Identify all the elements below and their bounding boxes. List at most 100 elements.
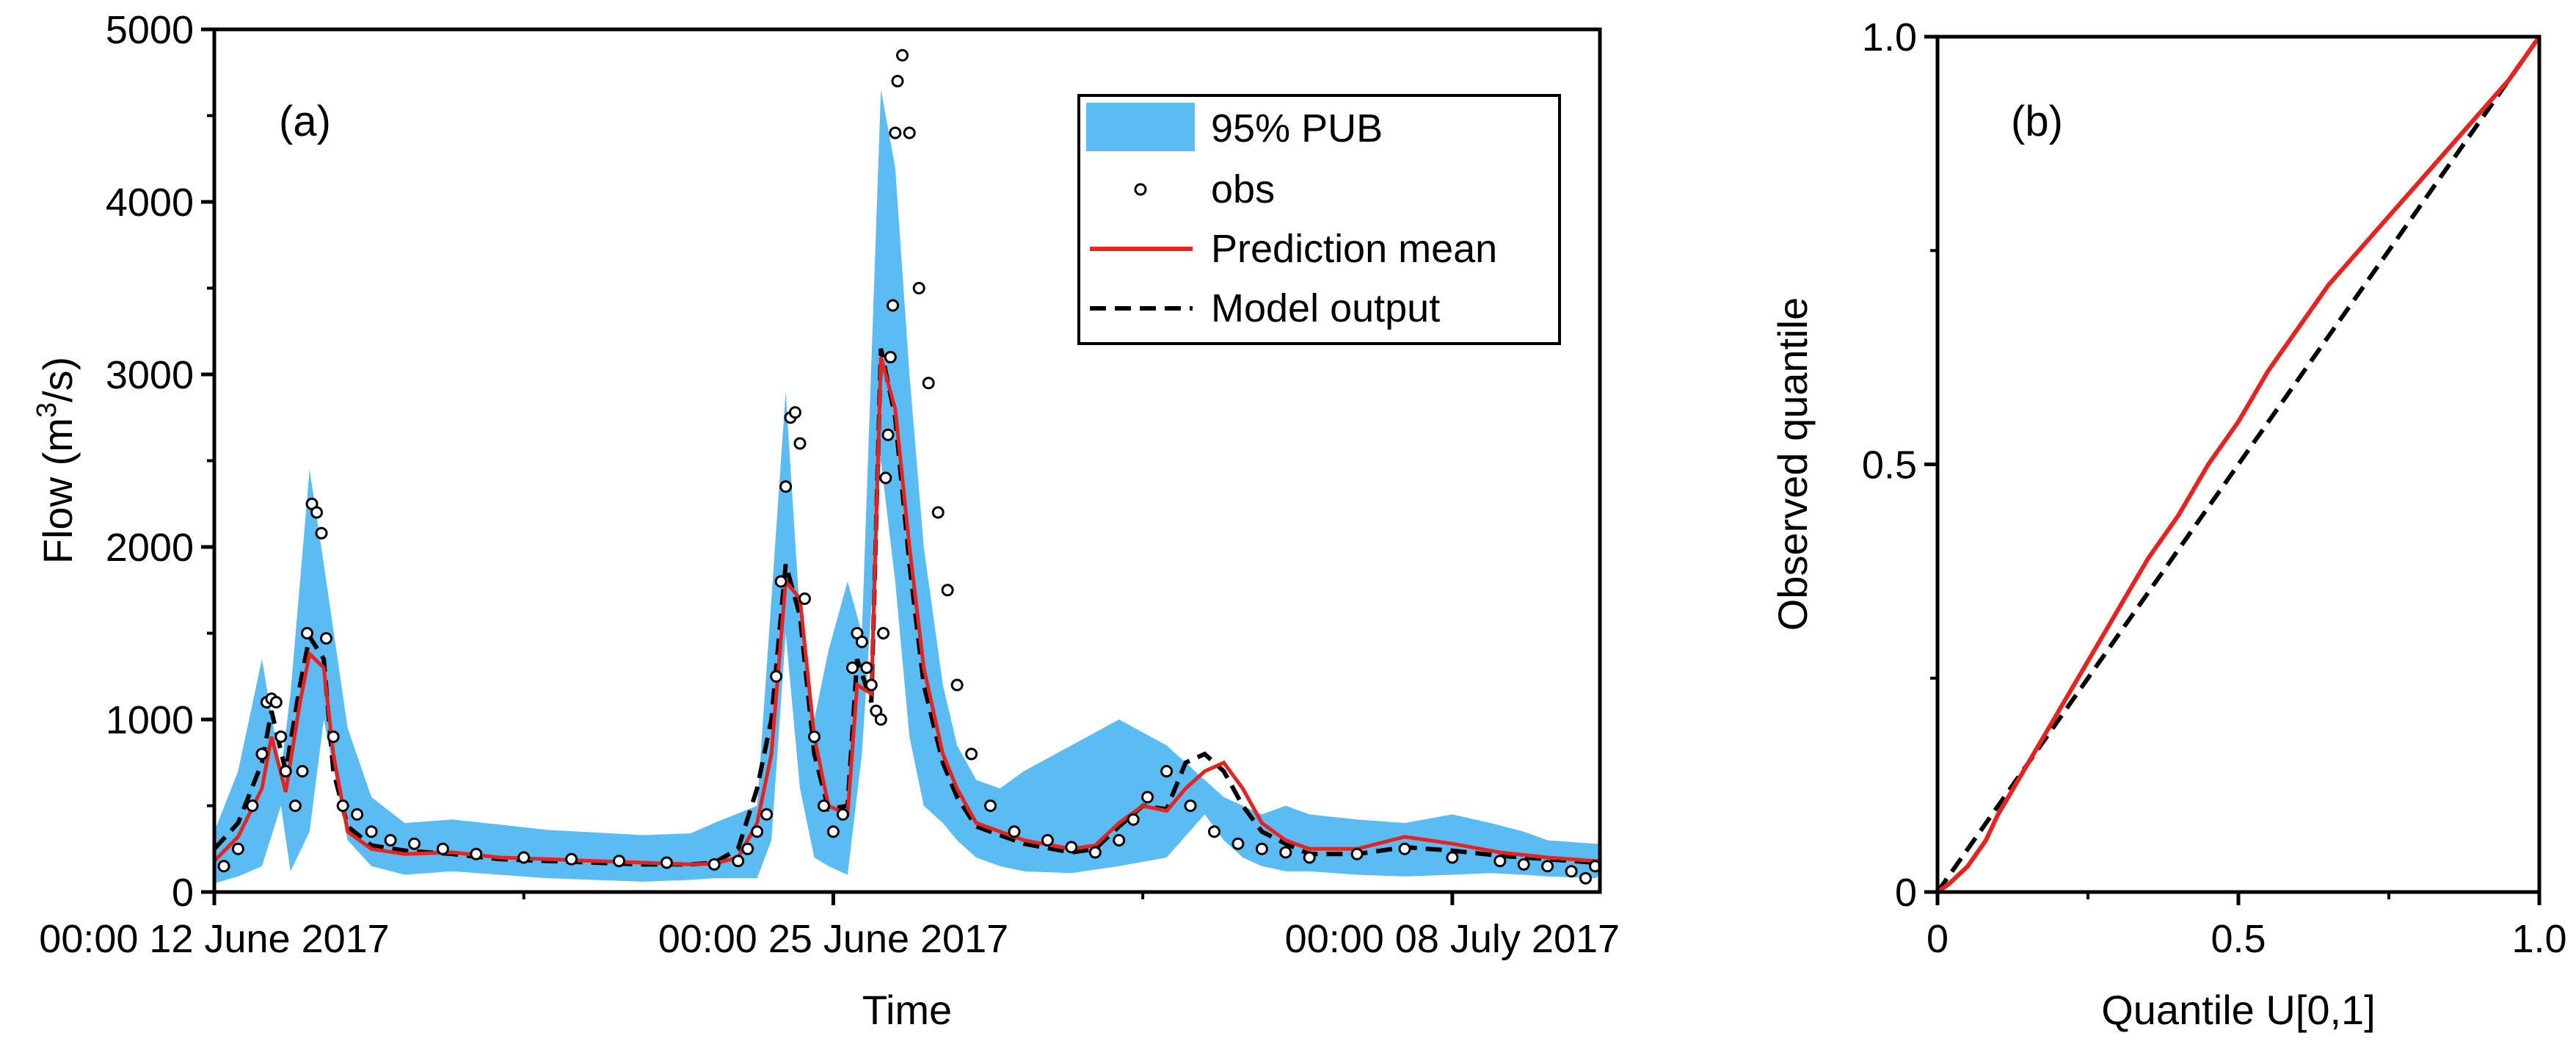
- panel-a-y-tick-label: 4000: [106, 181, 194, 225]
- obs-point: [836, 808, 849, 821]
- obs-point: [1160, 765, 1174, 777]
- obs-point: [889, 126, 902, 139]
- obs-point: [351, 808, 364, 821]
- panel-a-y-axis-label: Flow (m3/s): [32, 357, 81, 564]
- obs-point: [1255, 842, 1268, 855]
- legend-label-mean: Prediction mean: [1211, 227, 1497, 271]
- obs-point: [818, 800, 830, 812]
- panel-a-x-tick-label: 00:00 12 June 2017: [39, 917, 389, 961]
- obs-point: [751, 825, 764, 838]
- obs-point: [1350, 847, 1364, 860]
- panel-b-y-tick-label: 0: [1895, 871, 1917, 915]
- series-prediction-mean: [214, 356, 1600, 866]
- obs-point: [246, 800, 259, 812]
- panel-a-x-tick-label: 00:00 08 July 2017: [1285, 917, 1620, 961]
- obs-point: [231, 842, 244, 855]
- obs-point: [903, 126, 916, 139]
- obs-point: [1517, 858, 1530, 871]
- obs-point: [274, 730, 288, 743]
- obs-point: [879, 471, 892, 485]
- panel-a-label: (a): [279, 98, 331, 145]
- obs-point: [1008, 825, 1021, 838]
- obs-point: [301, 627, 313, 639]
- panel-a-y-tick-label: 0: [172, 871, 194, 915]
- obs-point: [808, 730, 821, 743]
- obs-point: [336, 800, 349, 812]
- obs-point: [1208, 825, 1220, 838]
- obs-point: [288, 800, 302, 812]
- obs-point: [1279, 846, 1292, 859]
- obs-point: [660, 856, 673, 869]
- panel-b-y-tick-label: 1.0: [1862, 15, 1917, 59]
- obs-point: [789, 406, 801, 419]
- obs-point: [874, 713, 887, 726]
- legend-swatch-obs: [1134, 183, 1147, 196]
- obs-point: [1041, 834, 1054, 846]
- obs-point: [1579, 871, 1592, 885]
- obs-point: [741, 842, 754, 855]
- panel-a-y-tick-label: 5000: [106, 8, 194, 52]
- obs-point: [1303, 851, 1316, 864]
- panel-a-legend: 95% PUB obs Prediction mean Model output: [1077, 94, 1561, 345]
- obs-point: [1231, 837, 1245, 850]
- legend-swatch-band: [1086, 103, 1195, 151]
- obs-point: [1565, 865, 1578, 878]
- obs-point: [365, 825, 378, 838]
- obs-point: [732, 855, 745, 868]
- panel-b-x-tick-label: 0: [1926, 917, 1949, 961]
- panel-b-qq-plot: 0 0.5 1.0 0 0.5 1.0 (b) Quantile U[0,1] Obse…: [1769, 15, 2567, 1033]
- obs-point: [707, 858, 721, 871]
- qq-curve: [1938, 37, 2539, 892]
- obs-point: [798, 592, 811, 605]
- obs-point: [613, 855, 625, 868]
- band-95-pub: [214, 90, 1600, 884]
- panel-a-y-tick-label: 1000: [106, 698, 194, 742]
- obs-point: [1541, 860, 1554, 873]
- obs-point: [965, 747, 978, 761]
- obs-point: [408, 837, 421, 850]
- panel-a-y-tick-label: 2000: [106, 526, 194, 570]
- obs-point: [565, 852, 578, 866]
- obs-point: [922, 377, 935, 390]
- obs-point: [327, 730, 340, 743]
- legend-label-band: 95% PUB: [1211, 106, 1383, 151]
- panel-b-label: (b): [2011, 98, 2063, 145]
- obs-point: [984, 800, 997, 812]
- obs-point: [310, 506, 323, 519]
- obs-point: [1184, 800, 1197, 812]
- series-model-output: [214, 348, 1600, 867]
- obs-point: [1141, 791, 1154, 804]
- obs-point: [855, 635, 868, 648]
- panel-b-x-tick-label: 1.0: [2511, 917, 2566, 961]
- panel-a-y-tick-label: 3000: [106, 353, 194, 397]
- panel-b-y-tick-label: 0.5: [1862, 443, 1917, 487]
- panel-b-x-tick-label: 0.5: [2211, 917, 2266, 961]
- obs-point: [269, 696, 283, 708]
- panel-b-x-axis-label: Quantile U[0,1]: [2101, 987, 2376, 1033]
- obs-point: [1088, 846, 1102, 859]
- legend-label-obs: obs: [1211, 167, 1275, 211]
- obs-point: [881, 428, 895, 441]
- obs-point: [826, 825, 840, 838]
- legend-label-model: Model output: [1211, 286, 1440, 330]
- obs-point: [931, 506, 945, 519]
- obs-point: [891, 75, 904, 87]
- panel-a-x-tick-label: 00:00 25 June 2017: [658, 917, 1008, 961]
- panel-a-flow-chart: 0 1000 2000 3000 4000 5000 00:00 12 June 2017…: [32, 8, 1620, 1033]
- obs-point: [296, 765, 309, 777]
- obs-point: [941, 584, 954, 597]
- obs-point: [779, 480, 793, 493]
- obs-point: [760, 808, 774, 821]
- obs-point: [279, 765, 292, 777]
- obs-point: [793, 437, 807, 450]
- obs-point: [436, 842, 449, 855]
- obs-point: [774, 575, 787, 588]
- obs-point: [896, 48, 909, 62]
- obs-point: [1446, 851, 1459, 864]
- obs-point: [865, 678, 878, 692]
- obs-point: [517, 851, 531, 864]
- obs-point: [950, 678, 964, 692]
- obs-point: [845, 661, 859, 674]
- obs-point: [255, 747, 269, 761]
